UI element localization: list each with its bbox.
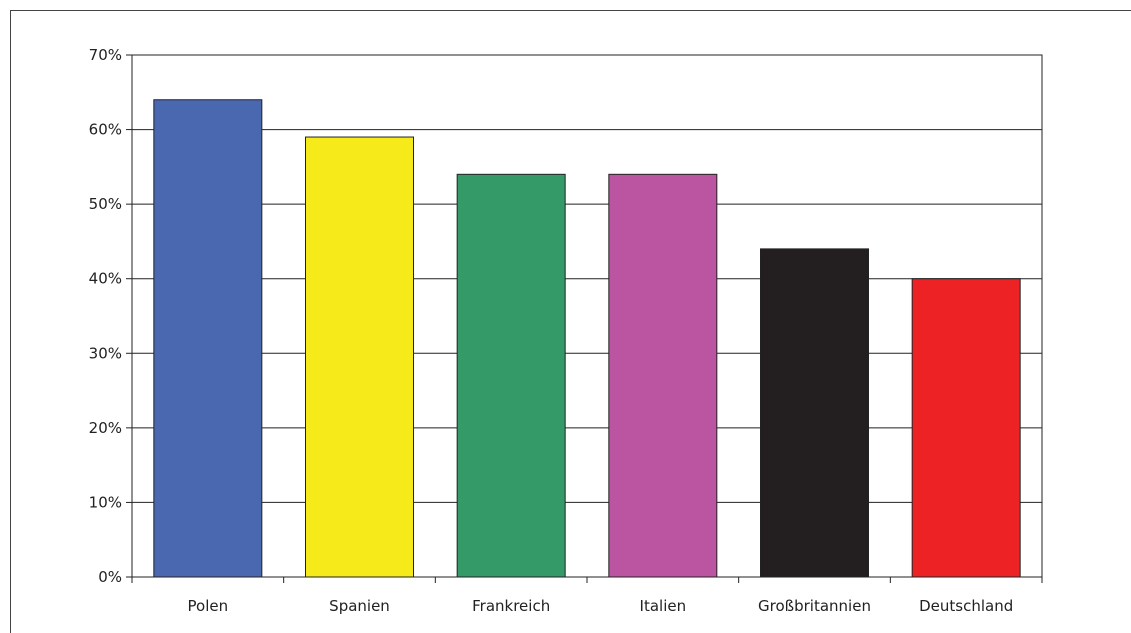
y-axis: 0% 10% 20% 30% 40% 50% 60% 70% bbox=[89, 46, 133, 586]
y-tick-label: 50% bbox=[89, 195, 122, 213]
x-category-label: Spanien bbox=[329, 597, 390, 615]
x-axis: Polen Spanien Frankreich Italien Großbritann… bbox=[131, 576, 1043, 615]
x-category-label: Deutschland bbox=[919, 597, 1013, 615]
x-category-label: Frankreich bbox=[472, 597, 550, 615]
y-tick-label: 10% bbox=[89, 493, 122, 511]
bar-polen bbox=[153, 99, 263, 578]
plot-area bbox=[131, 54, 1043, 578]
x-category-label: Italien bbox=[640, 597, 687, 615]
bar-gro-britannien bbox=[760, 248, 869, 578]
y-tick-label: 40% bbox=[89, 270, 122, 288]
chart-frame bbox=[10, 10, 1131, 633]
y-tick-label: 0% bbox=[98, 568, 122, 586]
bars bbox=[153, 99, 1021, 578]
y-tick-label: 60% bbox=[89, 121, 122, 139]
y-tick-label: 30% bbox=[89, 344, 122, 362]
x-category-label: Polen bbox=[188, 597, 229, 615]
bar-italien bbox=[608, 173, 718, 578]
y-tick-label: 20% bbox=[89, 419, 122, 437]
bar-deutschland bbox=[911, 278, 1021, 578]
bar-frankreich bbox=[456, 173, 566, 578]
bar-spanien bbox=[305, 136, 414, 578]
x-category-label: Großbritannien bbox=[758, 597, 871, 615]
gridlines bbox=[132, 129, 1042, 503]
y-tick-label: 70% bbox=[89, 46, 122, 64]
